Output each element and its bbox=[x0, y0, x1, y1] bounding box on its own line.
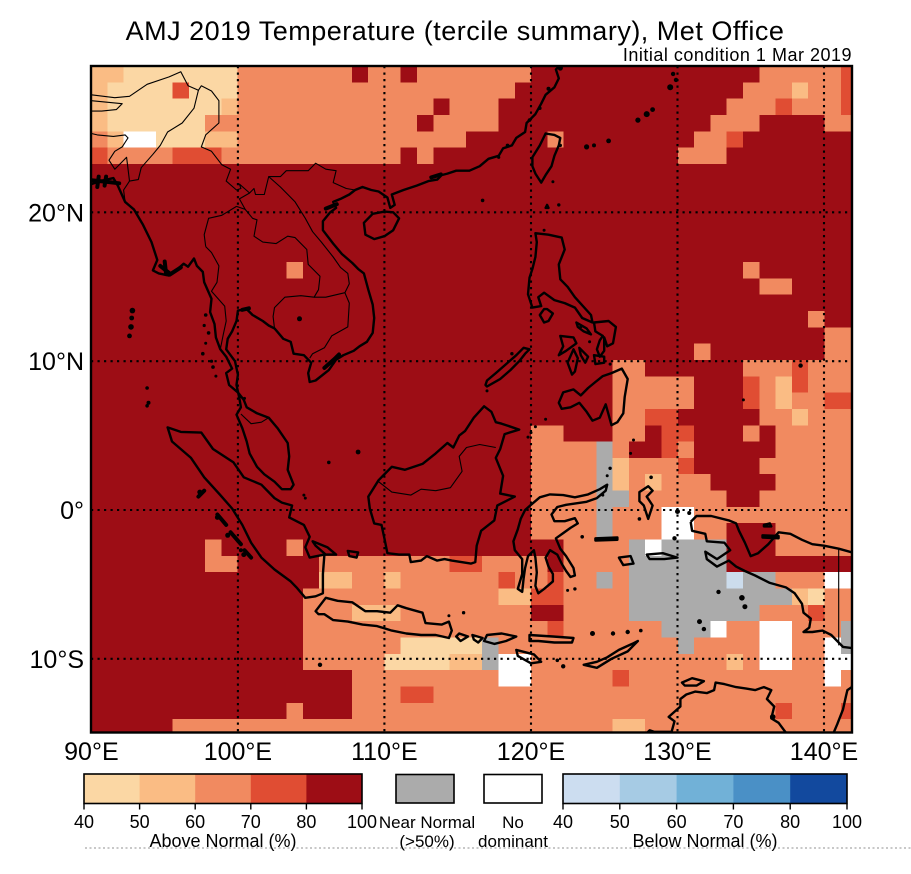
svg-text:40: 40 bbox=[553, 812, 573, 832]
svg-text:100: 100 bbox=[347, 812, 377, 832]
svg-text:90°E: 90°E bbox=[64, 738, 118, 766]
svg-text:No: No bbox=[502, 813, 524, 832]
svg-text:10°N: 10°N bbox=[28, 348, 84, 376]
svg-text:Initial condition 1 Mar 2019: Initial condition 1 Mar 2019 bbox=[623, 45, 852, 65]
svg-text:Near Normal: Near Normal bbox=[379, 813, 475, 832]
svg-text:70: 70 bbox=[241, 812, 261, 832]
svg-text:130°E: 130°E bbox=[643, 738, 711, 766]
svg-text:60: 60 bbox=[667, 812, 687, 832]
svg-text:0°: 0° bbox=[60, 497, 84, 525]
svg-text:140°E: 140°E bbox=[790, 738, 858, 766]
svg-text:100°E: 100°E bbox=[204, 738, 272, 766]
svg-text:40: 40 bbox=[74, 812, 94, 832]
svg-text:80: 80 bbox=[296, 812, 316, 832]
svg-text:20°N: 20°N bbox=[28, 199, 84, 227]
svg-text:120°E: 120°E bbox=[497, 738, 565, 766]
svg-text:100: 100 bbox=[832, 812, 862, 832]
svg-text:Above Normal (%): Above Normal (%) bbox=[149, 831, 296, 851]
svg-text:dominant: dominant bbox=[478, 832, 548, 851]
svg-text:AMJ 2019 Temperature (tercile: AMJ 2019 Temperature (tercile summary), … bbox=[126, 16, 785, 46]
svg-text:110°E: 110°E bbox=[351, 738, 418, 766]
svg-text:(>50%): (>50%) bbox=[399, 832, 454, 851]
svg-text:50: 50 bbox=[130, 812, 150, 832]
svg-text:80: 80 bbox=[780, 812, 800, 832]
svg-text:70: 70 bbox=[723, 812, 743, 832]
svg-text:50: 50 bbox=[610, 812, 630, 832]
svg-text:60: 60 bbox=[185, 812, 205, 832]
svg-text:10°S: 10°S bbox=[30, 646, 84, 674]
svg-text:Below Normal (%): Below Normal (%) bbox=[632, 831, 777, 851]
